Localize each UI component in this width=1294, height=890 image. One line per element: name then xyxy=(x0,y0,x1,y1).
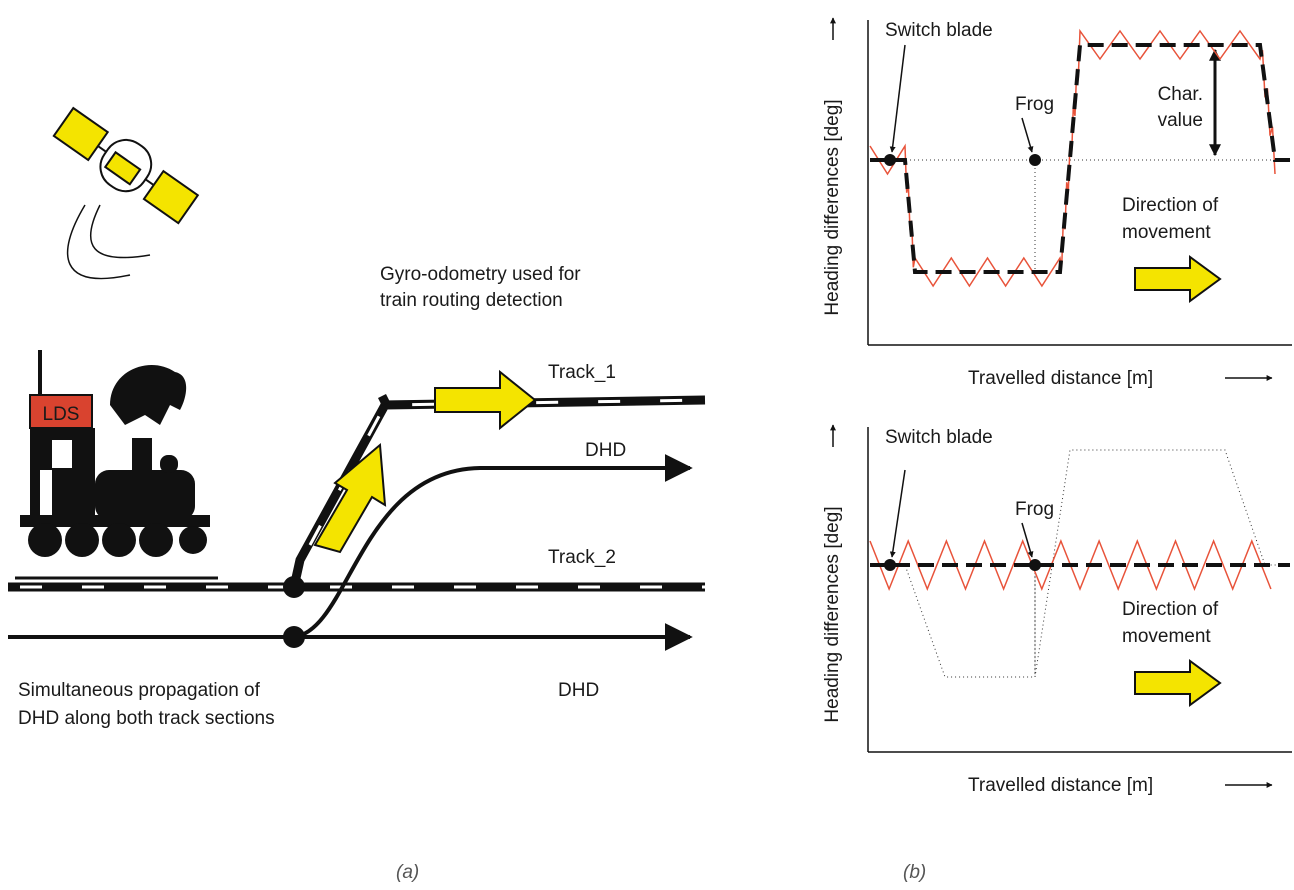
annotation: Switch blade xyxy=(885,427,993,448)
dhd-lines xyxy=(8,454,693,651)
track-label: DHD xyxy=(585,440,626,461)
annotation: Switch blade xyxy=(885,20,993,41)
satellite xyxy=(52,106,200,280)
switch-point xyxy=(884,559,896,571)
annotation: Direction of xyxy=(1122,195,1219,216)
x-axis-label: Travelled distance [m] xyxy=(968,775,1153,796)
track-label: DHD xyxy=(558,680,599,701)
annotation: movement xyxy=(1122,626,1211,647)
lds-label: LDS xyxy=(43,404,80,425)
annotation: movement xyxy=(1122,222,1211,243)
direction-arrow xyxy=(1134,659,1222,707)
leader xyxy=(1021,117,1034,153)
panel-label: (a) xyxy=(396,862,419,883)
node xyxy=(283,576,305,598)
direction-arrow xyxy=(1134,255,1222,303)
leader xyxy=(889,469,906,558)
switch-point xyxy=(884,154,896,166)
node xyxy=(283,626,305,648)
caption: DHD along both track sections xyxy=(18,708,275,729)
frog-point xyxy=(1029,559,1041,571)
track-label: Track_2 xyxy=(548,547,616,568)
caption: Simultaneous propagation of xyxy=(18,680,261,701)
annotation: value xyxy=(1158,110,1203,131)
y-axis-label: Heading differences [deg] xyxy=(822,99,843,315)
caption: train routing detection xyxy=(380,290,563,311)
locomotive xyxy=(15,350,218,580)
leader xyxy=(889,44,906,153)
caption: Gyro-odometry used for xyxy=(380,264,581,285)
annotation: Direction of xyxy=(1122,599,1219,620)
model-signal xyxy=(870,43,1290,274)
annotation: Frog xyxy=(1015,94,1054,115)
panel-label: (b) xyxy=(903,862,926,883)
track-joint xyxy=(377,393,391,407)
yellow-arrow xyxy=(434,369,537,431)
leader xyxy=(1021,522,1034,558)
track-label: Track_1 xyxy=(548,362,616,383)
annotation: Char. xyxy=(1158,84,1203,105)
frog-point xyxy=(1029,154,1041,166)
annotation: Frog xyxy=(1015,499,1054,520)
y-axis-label: Heading differences [deg] xyxy=(822,506,843,722)
yellow-arrow xyxy=(313,442,387,554)
x-axis-label: Travelled distance [m] xyxy=(968,368,1153,389)
